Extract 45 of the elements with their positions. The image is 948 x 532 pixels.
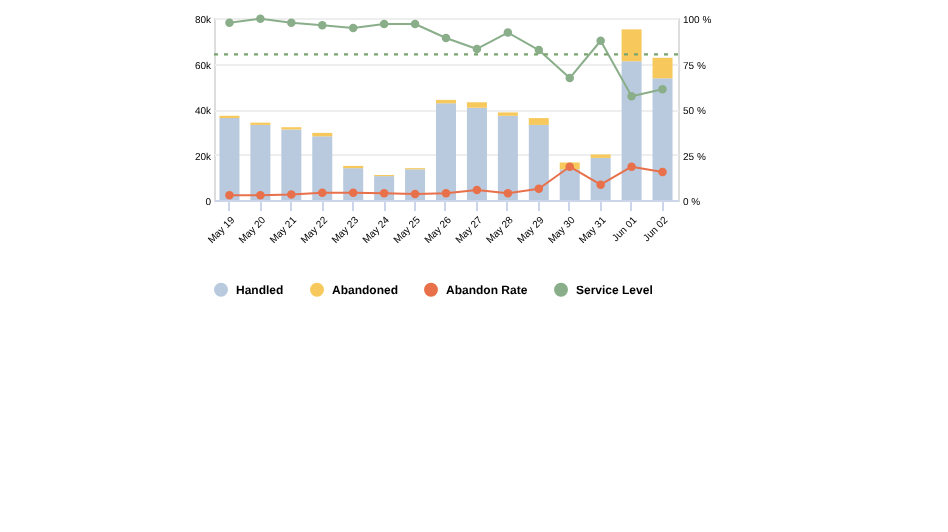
point — [441, 33, 451, 43]
bar — [436, 103, 456, 200]
point — [348, 23, 358, 33]
bar — [621, 29, 642, 62]
point — [627, 92, 636, 101]
point — [256, 191, 265, 200]
point — [318, 188, 327, 197]
point — [658, 167, 667, 177]
point — [441, 189, 451, 198]
point — [410, 19, 420, 29]
point — [379, 189, 389, 198]
bar — [497, 115, 518, 200]
bar — [621, 61, 642, 200]
point — [410, 189, 420, 199]
point — [287, 190, 296, 199]
bar — [312, 136, 333, 200]
bar — [466, 102, 487, 108]
bar — [281, 129, 302, 200]
point — [596, 180, 605, 189]
point — [565, 73, 574, 83]
bar — [652, 57, 673, 79]
point — [534, 45, 544, 55]
bar — [652, 78, 673, 200]
point — [318, 21, 327, 30]
point — [225, 18, 234, 27]
bar — [219, 118, 240, 200]
point — [225, 191, 234, 200]
bar — [528, 124, 549, 200]
point — [534, 184, 544, 193]
point — [287, 18, 296, 27]
bar — [250, 124, 271, 200]
point — [658, 85, 667, 94]
point — [627, 162, 636, 171]
point — [348, 188, 358, 197]
point — [379, 19, 389, 29]
point — [596, 36, 605, 45]
point — [472, 44, 482, 54]
bar — [559, 169, 580, 200]
bar — [528, 118, 549, 125]
point — [472, 185, 482, 195]
bar — [466, 107, 487, 200]
point — [503, 189, 513, 198]
point — [256, 14, 265, 23]
point — [565, 162, 574, 171]
point — [503, 28, 513, 37]
